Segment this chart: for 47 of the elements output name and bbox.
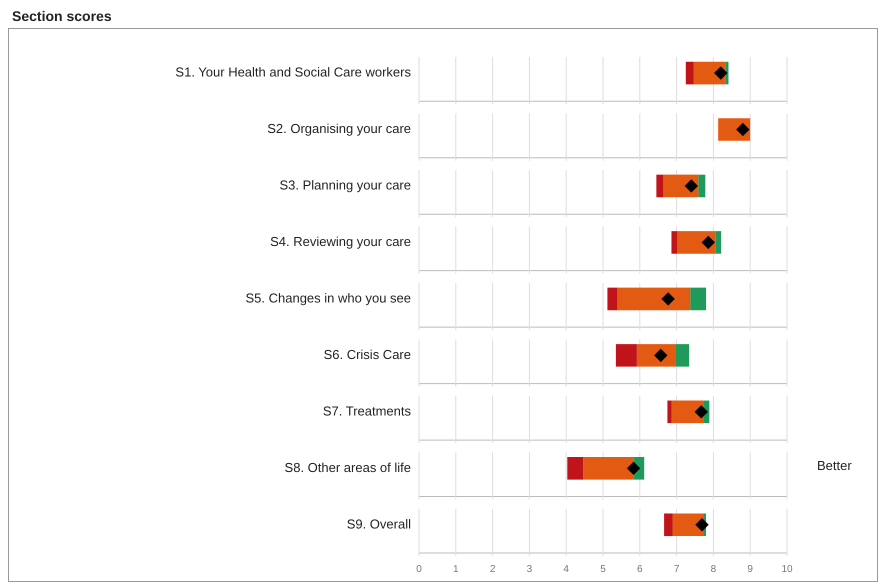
y-tick-label: S3. Planning your care	[279, 178, 411, 193]
bar	[664, 513, 673, 536]
x-tick-label: 10	[781, 564, 793, 575]
x-tick-label: 1	[453, 564, 460, 575]
x-tick-label: 5	[600, 564, 606, 575]
y-tick-label: S5. Changes in who you see	[246, 290, 411, 306]
bar	[672, 513, 704, 536]
point	[702, 236, 715, 249]
text: Better	[817, 458, 852, 474]
point	[627, 462, 640, 475]
bar	[686, 62, 694, 84]
y-tick-label: S6. Crisis Care	[324, 346, 411, 362]
y-tick-label: S4. Reviewing your care	[270, 234, 411, 250]
bar	[567, 457, 584, 480]
point	[662, 292, 675, 306]
x-tick-label: 0	[416, 564, 422, 575]
x-tick-label: 6	[637, 564, 644, 575]
y-tick-label: S1. Your Health and Social Care workers	[175, 64, 412, 80]
bar	[690, 288, 706, 310]
bar	[607, 288, 618, 310]
bar	[656, 174, 664, 198]
bar	[667, 400, 672, 424]
point	[695, 518, 708, 532]
bar	[726, 62, 728, 84]
point	[736, 123, 750, 136]
x-tick-label: 4	[563, 564, 570, 575]
x-tick-label: 2	[490, 564, 496, 575]
x-tick-label: 9	[747, 564, 754, 575]
y-tick-label: S7. Treatments	[322, 403, 412, 418]
bar	[715, 231, 722, 254]
y-tick-label: S2. Organising your care	[267, 121, 411, 136]
bar	[671, 231, 678, 254]
y-tick-label: S9. Overall	[346, 516, 412, 532]
point	[714, 66, 728, 80]
bar	[583, 457, 634, 480]
bar	[616, 344, 637, 367]
bar	[675, 344, 690, 367]
y-tick-label: S8. Other areas of life	[284, 460, 411, 475]
point	[694, 405, 708, 418]
bar	[698, 174, 706, 198]
x-tick-label: 3	[526, 564, 533, 575]
text: Section scores	[11, 8, 113, 26]
point	[684, 179, 698, 192]
x-tick-label: 8	[710, 564, 717, 575]
x-tick-label: 7	[674, 564, 680, 575]
bar	[671, 400, 704, 424]
bar	[617, 288, 690, 310]
